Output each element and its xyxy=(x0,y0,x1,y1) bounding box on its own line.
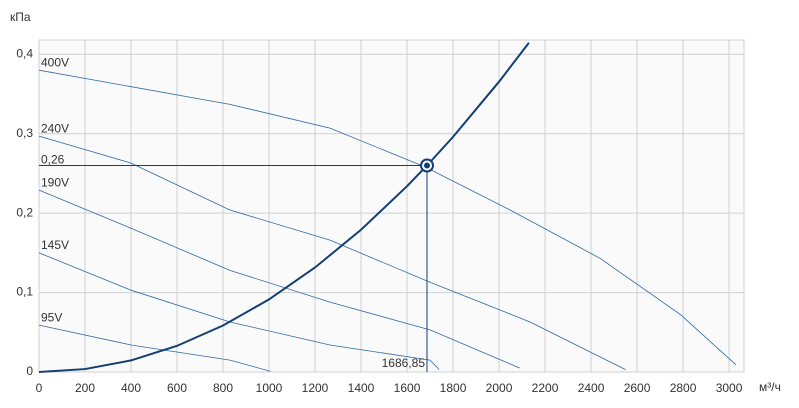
operating-point-core xyxy=(424,162,431,169)
x-tick-label: 3000 xyxy=(716,381,743,395)
x-tick-label: 600 xyxy=(167,381,187,395)
x-tick-label: 2200 xyxy=(532,381,559,395)
x-tick-label: 200 xyxy=(75,381,95,395)
x-tick-label: 800 xyxy=(213,381,233,395)
x-tick-label: 2400 xyxy=(578,381,605,395)
curve-label: 240V xyxy=(41,121,69,135)
fan-curve xyxy=(38,324,271,372)
y-tick-label: 0,3 xyxy=(16,126,33,140)
fan-curve xyxy=(38,252,440,370)
x-axis-label: м³/ч xyxy=(759,380,781,394)
plot-area xyxy=(38,39,745,373)
y-axis-label: кПа xyxy=(10,10,31,24)
curve-label: 190V xyxy=(41,175,69,189)
x-tick-label: 1200 xyxy=(302,381,329,395)
y-tick-label: 0,2 xyxy=(16,205,33,219)
fan-curve xyxy=(38,69,737,366)
op-x-label: 1686,85 xyxy=(382,356,426,370)
x-tick-label: 1600 xyxy=(394,381,421,395)
x-tick-label: 2000 xyxy=(486,381,513,395)
x-tick-label: 2600 xyxy=(624,381,651,395)
curve-label: 95V xyxy=(41,310,62,324)
system-curve xyxy=(38,42,530,373)
x-tick-label: 1000 xyxy=(256,381,283,395)
fan-curve xyxy=(38,189,520,369)
curve-label: 145V xyxy=(41,238,69,252)
x-tick-label: 2800 xyxy=(670,381,697,395)
x-tick-label: 1400 xyxy=(348,381,375,395)
y-tick-label: 0 xyxy=(26,364,33,378)
x-tick-label: 1800 xyxy=(440,381,467,395)
fan-curve xyxy=(38,135,626,370)
x-tick-label: 0 xyxy=(36,381,43,395)
y-tick-label: 0,4 xyxy=(16,46,33,60)
y-tick-label: 0,1 xyxy=(16,285,33,299)
op-y-label: 0,26 xyxy=(41,153,65,167)
x-tick-label: 400 xyxy=(121,381,141,395)
curve-label: 400V xyxy=(41,55,69,69)
